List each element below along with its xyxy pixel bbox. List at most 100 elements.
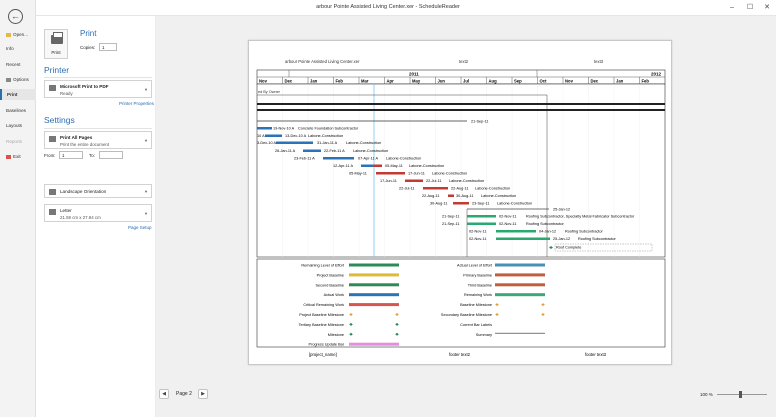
month-label: Jul	[463, 79, 469, 84]
month-label: Nov	[565, 79, 574, 84]
printer-select[interactable]: Microsoft Print to PDF Ready ▼	[44, 80, 152, 98]
back-arrow-icon[interactable]: ←	[8, 9, 23, 24]
remaining-bar	[467, 222, 496, 225]
printer-name: Microsoft Print to PDF	[60, 84, 109, 89]
sheet-header-center: text2	[459, 59, 469, 64]
print-range-select[interactable]: Print All Pages Print the entire documen…	[44, 131, 152, 149]
bar-date: 22-Jul-11	[426, 179, 442, 183]
bar-start: 23-Feb-11 A	[294, 157, 315, 161]
nav-options[interactable]: Options	[0, 74, 36, 85]
group-label: ed By Owner	[258, 90, 281, 94]
critical-bar	[374, 164, 382, 167]
activity-bar	[257, 127, 272, 130]
summary-bar	[257, 109, 665, 111]
legend-label: Primary Baseline	[463, 273, 492, 277]
title-bar: arbour Pointe Assisted Living Center.xer…	[0, 0, 776, 16]
printer-properties-link[interactable]: Printer Properties	[119, 101, 155, 106]
month-label: Feb	[642, 79, 650, 84]
critical-bar	[423, 187, 448, 190]
chevron-down-icon: ▼	[144, 189, 148, 194]
exit-icon	[6, 154, 11, 159]
bar-start: 05-May-11	[349, 172, 367, 176]
copies-input[interactable]: 1	[99, 43, 117, 51]
bar-date: 22-Feb-11 A	[324, 149, 345, 153]
activity-bar	[361, 164, 374, 167]
orientation-select[interactable]: Landscape Orientation ▼	[44, 184, 152, 198]
settings-heading: Settings	[44, 115, 75, 125]
nav-exit[interactable]: Exit	[0, 151, 36, 162]
nav-options-label: Options	[13, 77, 29, 82]
legend-label: Secondary Baseline Milestone	[441, 313, 492, 317]
remaining-bar	[467, 215, 496, 218]
nav-print-label: Print	[7, 92, 18, 97]
milestone-diamond	[549, 246, 553, 249]
bar-date: 22-Aug-11	[451, 187, 468, 191]
year-label-2011: 2011	[409, 72, 419, 77]
divider	[44, 128, 152, 129]
paper-size-select[interactable]: Letter 21.59 cm x 27.94 cm ▼	[44, 204, 152, 222]
nav-info[interactable]: Info	[0, 43, 36, 54]
nav-exit-label: Exit	[13, 154, 21, 159]
nav-layouts[interactable]: Layouts	[0, 120, 36, 131]
nav-reports[interactable]: Reports	[0, 136, 36, 147]
legend-milestone-symbol	[395, 332, 399, 336]
legend-label: Current Bar Labels	[460, 323, 492, 327]
legend-label: Baseline Milestone	[460, 303, 492, 307]
legend-label: Actual Work	[324, 293, 344, 297]
printer-icon	[51, 32, 63, 44]
nav-baselines[interactable]: Baselines	[0, 105, 36, 116]
bar-label: Labone-Construction	[308, 134, 343, 138]
bar-label: Concrete Foundation Subcontractor	[298, 127, 359, 131]
bar-label: Labone-Construction	[353, 149, 388, 153]
nav-recent[interactable]: Recent	[0, 59, 36, 70]
critical-bar	[453, 202, 469, 205]
bar-date: 30-Aug-11	[456, 194, 473, 198]
legend-bar-symbol	[495, 283, 545, 287]
nav-recent-label: Recent	[6, 62, 21, 67]
print-button[interactable]: Print	[44, 29, 68, 59]
from-input[interactable]: 1	[59, 151, 83, 159]
month-label: Mar	[361, 79, 369, 84]
month-label: Dec	[285, 79, 293, 84]
maximize-icon[interactable]: ☐	[746, 4, 754, 11]
pages-icon	[49, 136, 56, 142]
minimize-icon[interactable]: –	[730, 4, 734, 11]
close-icon[interactable]: ✕	[764, 4, 770, 11]
zoom-slider-knob[interactable]	[739, 391, 742, 398]
zoom-slider[interactable]	[717, 391, 767, 398]
orientation-label: Landscape Orientation	[60, 189, 107, 194]
prev-page-button[interactable]: ◀	[159, 389, 169, 399]
nav-open[interactable]: Open...	[0, 29, 36, 40]
bar-start: 17-Jun-11	[380, 179, 397, 183]
summary-date: 25-Jan-12	[553, 208, 570, 212]
nav-print[interactable]: Print	[0, 89, 36, 100]
next-page-button[interactable]: ▶	[198, 389, 208, 399]
page-indicator: Page 2	[176, 391, 192, 397]
activity-bar	[323, 157, 354, 160]
nav-info-label: Info	[6, 46, 14, 51]
legend-label: Second Baseline	[316, 283, 345, 287]
zoom-level: 100 %	[700, 392, 713, 397]
month-label: Dec	[591, 79, 599, 84]
remaining-bar	[496, 237, 550, 240]
page-setup-link[interactable]: Page Setup	[128, 225, 152, 230]
print-button-label: Print	[51, 50, 61, 55]
legend-label: Critical Remaining Work	[303, 303, 344, 307]
folder-icon	[6, 32, 11, 37]
bar-start: 30-Aug-11	[430, 202, 447, 206]
bar-start: 02-Nov-11	[469, 237, 486, 241]
legend-bar-symbol	[495, 273, 545, 277]
pages-desc: Print the entire document	[60, 142, 110, 147]
bar-label: Labone-Construction	[432, 172, 467, 176]
month-label: Jan	[310, 79, 318, 84]
copies-value: 1	[102, 45, 105, 50]
legend-label: Progress Update Bar	[309, 343, 345, 347]
bar-label: Roofing Subcontractor	[578, 237, 617, 241]
gantt-sheet: arbour Pointe Assisted Living Center.xer…	[256, 59, 666, 357]
critical-bar	[405, 179, 423, 182]
to-input[interactable]	[99, 151, 123, 159]
legend-label: Tertiary Baseline Milestone	[299, 323, 344, 327]
sheet-header-project: arbour Pointe Assisted Living Center.xer	[285, 59, 360, 64]
critical-bar	[448, 194, 454, 197]
bar-start: 3-Dec-10 A	[257, 141, 276, 145]
